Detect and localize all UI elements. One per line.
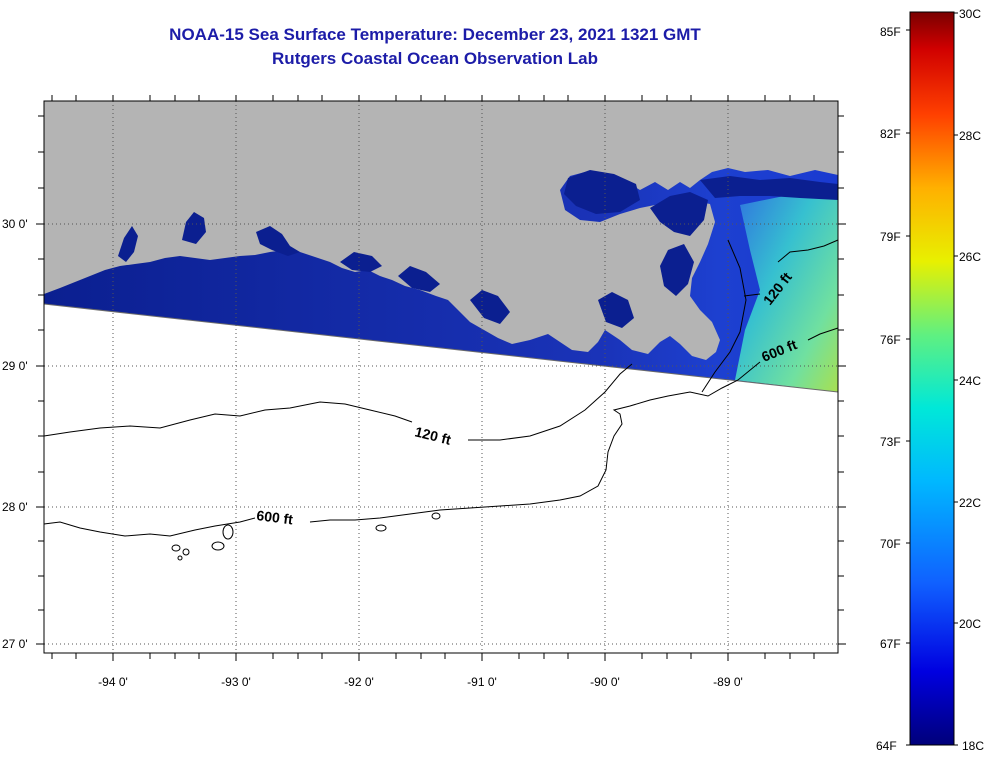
map-subtitle: Rutgers Coastal Ocean Observation Lab <box>272 49 598 68</box>
bay-vermilion <box>398 266 440 292</box>
bay-barataria <box>598 292 634 328</box>
lon-gridlines <box>112 101 729 653</box>
contour-label-600ft-main: 600 ft <box>256 507 295 527</box>
lon-label-92: -92 0' <box>344 675 374 689</box>
contour-120ft-line <box>43 239 761 441</box>
mississippi-sound <box>700 176 838 200</box>
colorbar-f-64: 64F <box>876 739 897 753</box>
bay-terrebonne <box>470 290 510 324</box>
lat-label-29: 29 0' <box>2 359 28 373</box>
colorbar-f-79: 79F <box>880 230 901 244</box>
colorbar-c-20: 20C <box>959 617 981 631</box>
colorbar-c-26: 26C <box>959 250 981 264</box>
lat-label-28: 28 0' <box>2 500 28 514</box>
colorbar-c-18: 18C <box>962 739 984 753</box>
lon-label-94: -94 0' <box>98 675 128 689</box>
colorbar <box>909 11 955 746</box>
lake-borgne <box>650 192 708 236</box>
contour-600ft-line <box>43 239 839 537</box>
frame-ticks <box>36 95 846 661</box>
swath-edge <box>43 303 839 393</box>
colorbar-f-76: 76F <box>880 333 901 347</box>
lon-label-89: -89 0' <box>713 675 743 689</box>
warm-water-region <box>735 185 838 392</box>
lake-pontchartrain <box>564 170 640 214</box>
lat-label-30: 30 0' <box>2 217 28 231</box>
colorbar-c-24: 24C <box>959 374 981 388</box>
colorbar-f-67: 67F <box>880 637 901 651</box>
colorbar-f-73: 73F <box>880 435 901 449</box>
lake-sabine <box>182 212 206 244</box>
lake-grand <box>256 226 300 256</box>
lon-label-93: -93 0' <box>221 675 251 689</box>
colorbar-ticks <box>906 12 958 746</box>
colorbar-c-30: 30C <box>959 7 981 21</box>
map-frame <box>43 100 839 654</box>
map-title: NOAA-15 Sea Surface Temperature: Decembe… <box>169 25 701 44</box>
colorbar-f-85: 85F <box>880 25 901 39</box>
lake-white <box>340 252 382 272</box>
lon-label-91: -91 0' <box>467 675 497 689</box>
colorbar-f-82: 82F <box>880 127 901 141</box>
breton-sound <box>660 244 694 296</box>
contour-rings <box>171 512 441 561</box>
colorbar-f-70: 70F <box>880 537 901 551</box>
lake-calcasieu <box>118 226 138 262</box>
lon-label-90: -90 0' <box>590 675 620 689</box>
lat-gridlines <box>44 223 838 645</box>
lat-label-27: 27 0' <box>2 637 28 651</box>
colorbar-c-22: 22C <box>959 496 981 510</box>
colorbar-c-28: 28C <box>959 129 981 143</box>
land-mass <box>44 101 838 360</box>
